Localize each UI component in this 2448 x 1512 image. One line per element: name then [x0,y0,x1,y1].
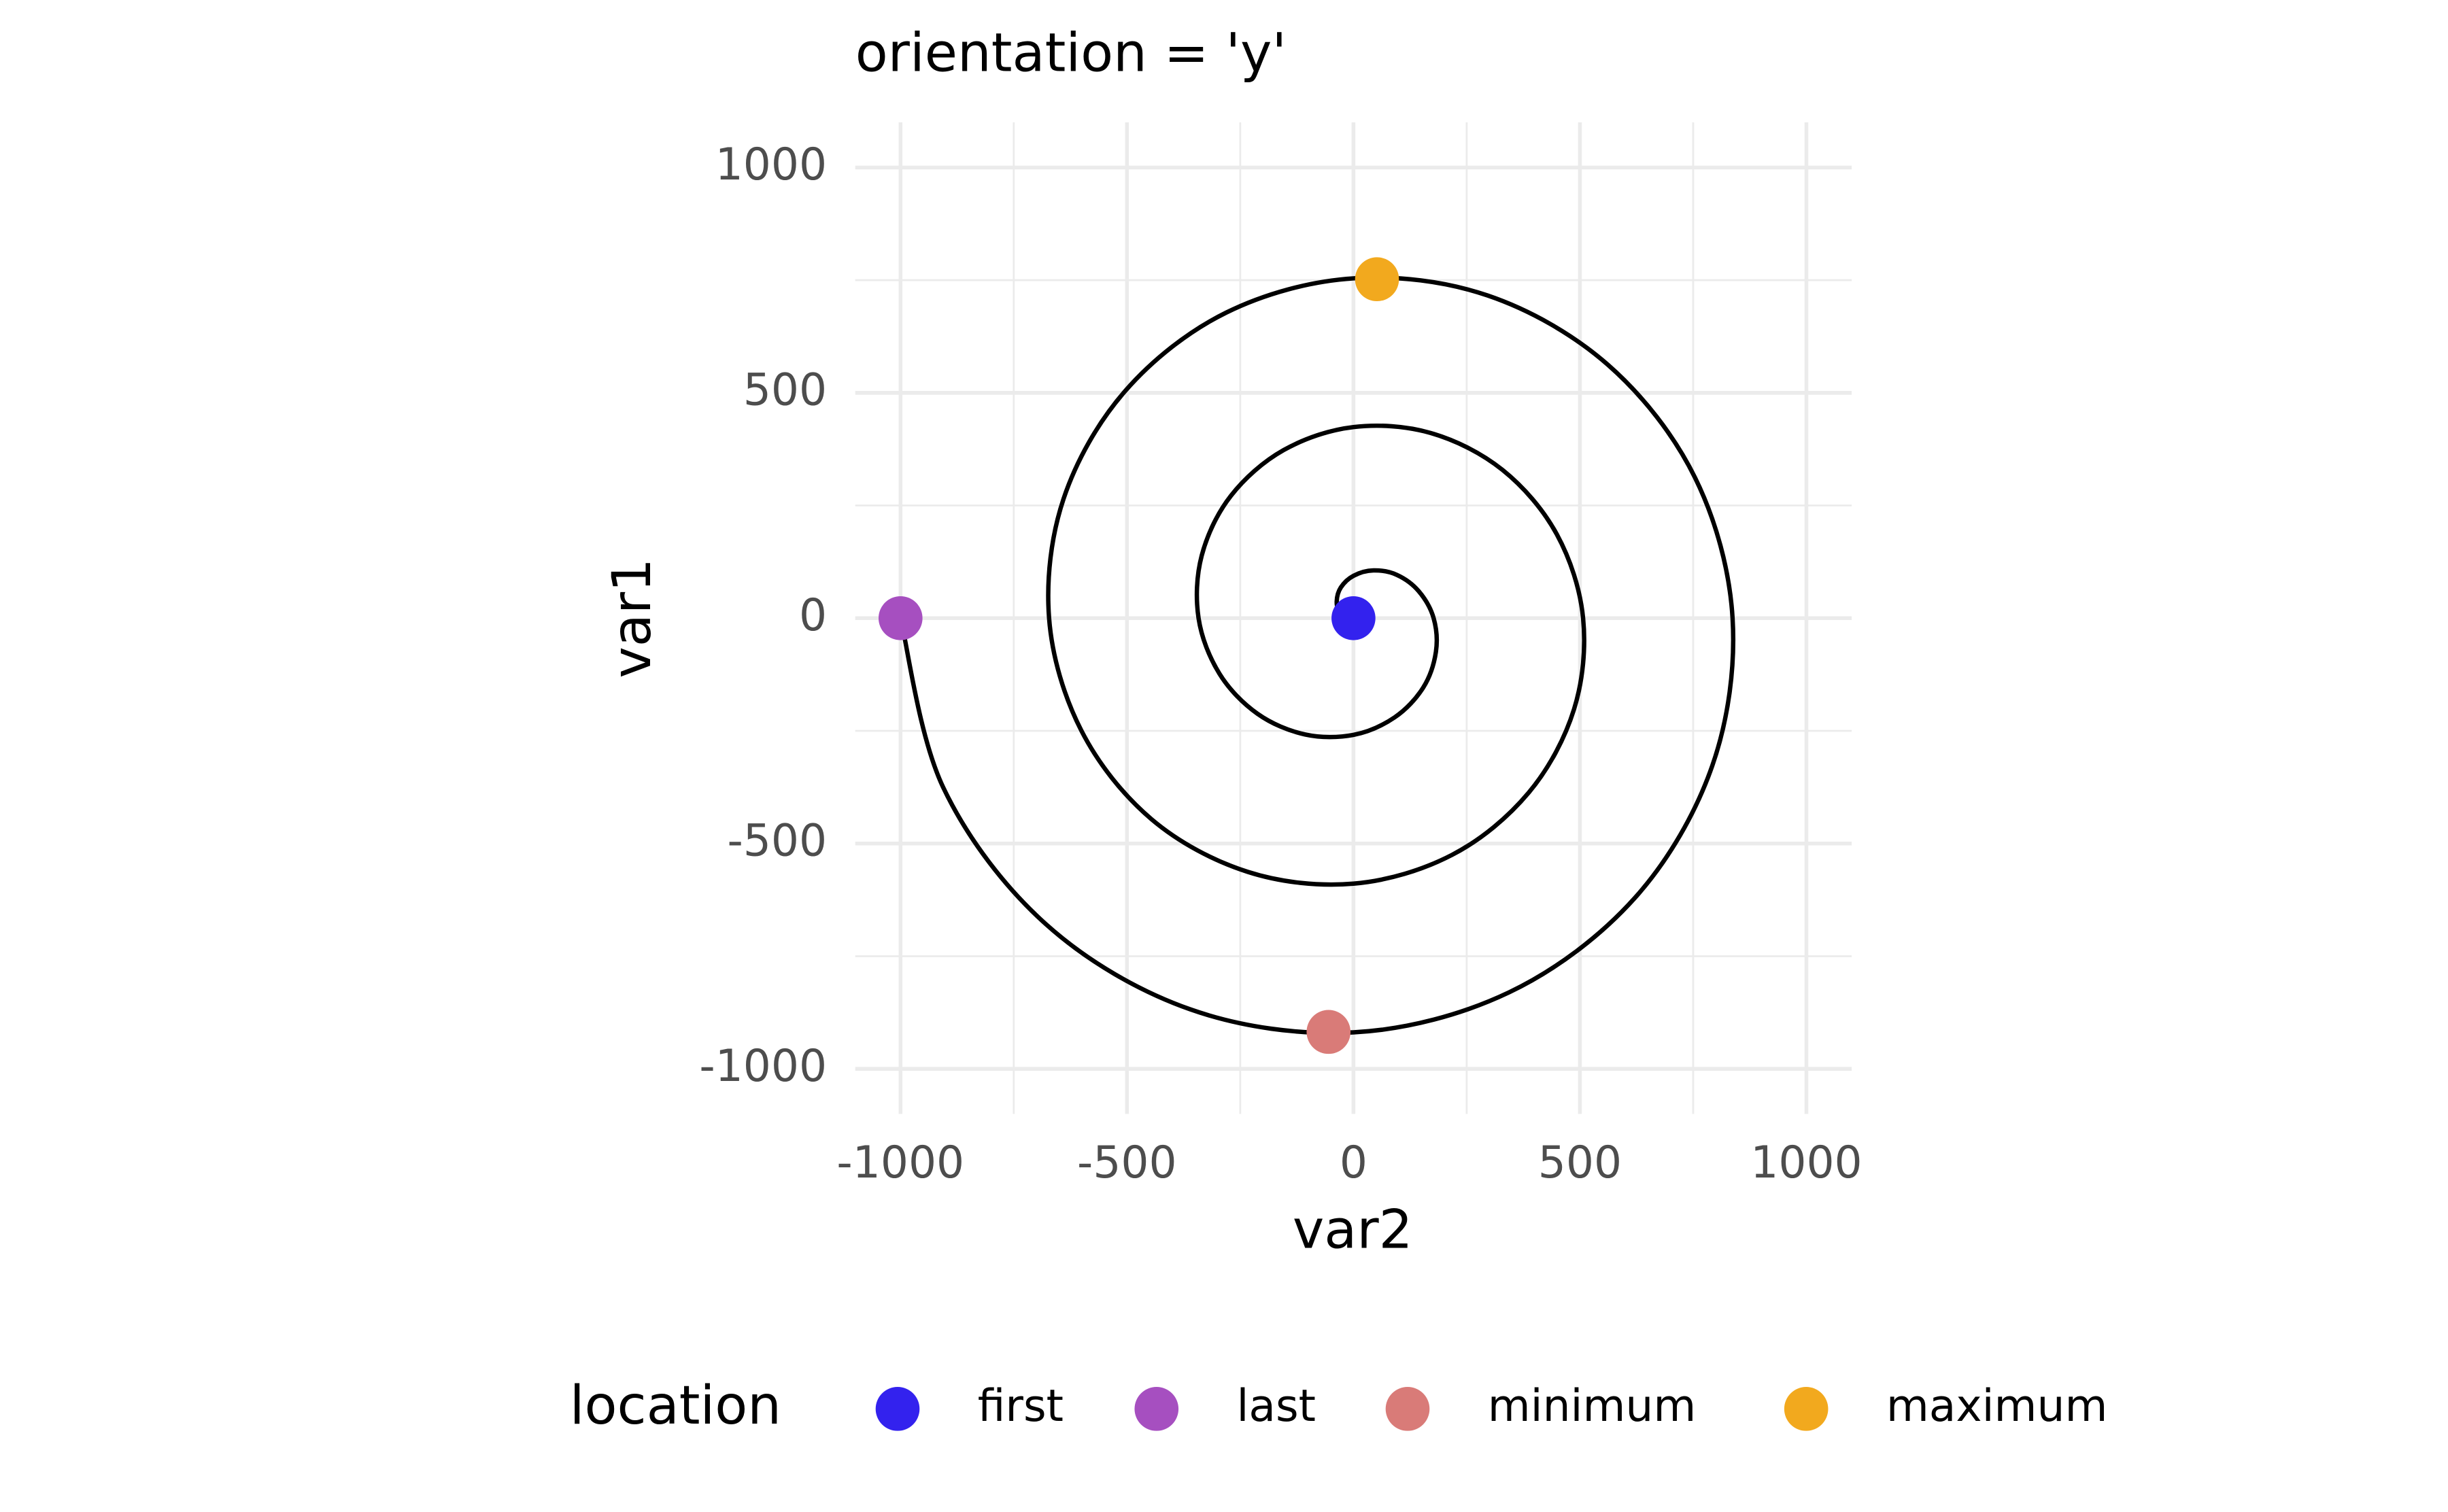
x-tick-label: 0 [1340,1137,1367,1188]
x-tick-label: 500 [1538,1137,1622,1188]
x-tick-label: 1000 [1750,1137,1862,1188]
y-tick-label: 1000 [715,139,827,190]
y-tick-label: 500 [743,364,827,415]
chart-title: orientation = 'y' [855,22,1287,84]
legend-key [1784,1387,1829,1431]
y-tick-label: -500 [728,815,828,866]
legend-key [875,1387,920,1431]
legend-label: minimum [1488,1381,1697,1432]
location-point [1306,1010,1351,1054]
legend-title: location [570,1374,781,1437]
legend-label: maximum [1886,1381,2108,1432]
x-axis-title: var2 [1293,1198,1413,1260]
location-point [878,596,923,640]
location-point [1355,257,1399,302]
legend-key [1134,1387,1179,1431]
legend-label: first [978,1381,1064,1432]
y-axis-title: var1 [600,558,663,678]
x-tick-label: -500 [1077,1137,1177,1188]
legend-key [1385,1387,1430,1431]
x-tick-label: -1000 [836,1137,964,1188]
spiral-line [898,275,1736,1035]
legend-label: last [1236,1381,1316,1432]
y-tick-label: -1000 [699,1041,827,1092]
y-tick-label: 0 [799,590,827,641]
location-point [1331,596,1376,640]
